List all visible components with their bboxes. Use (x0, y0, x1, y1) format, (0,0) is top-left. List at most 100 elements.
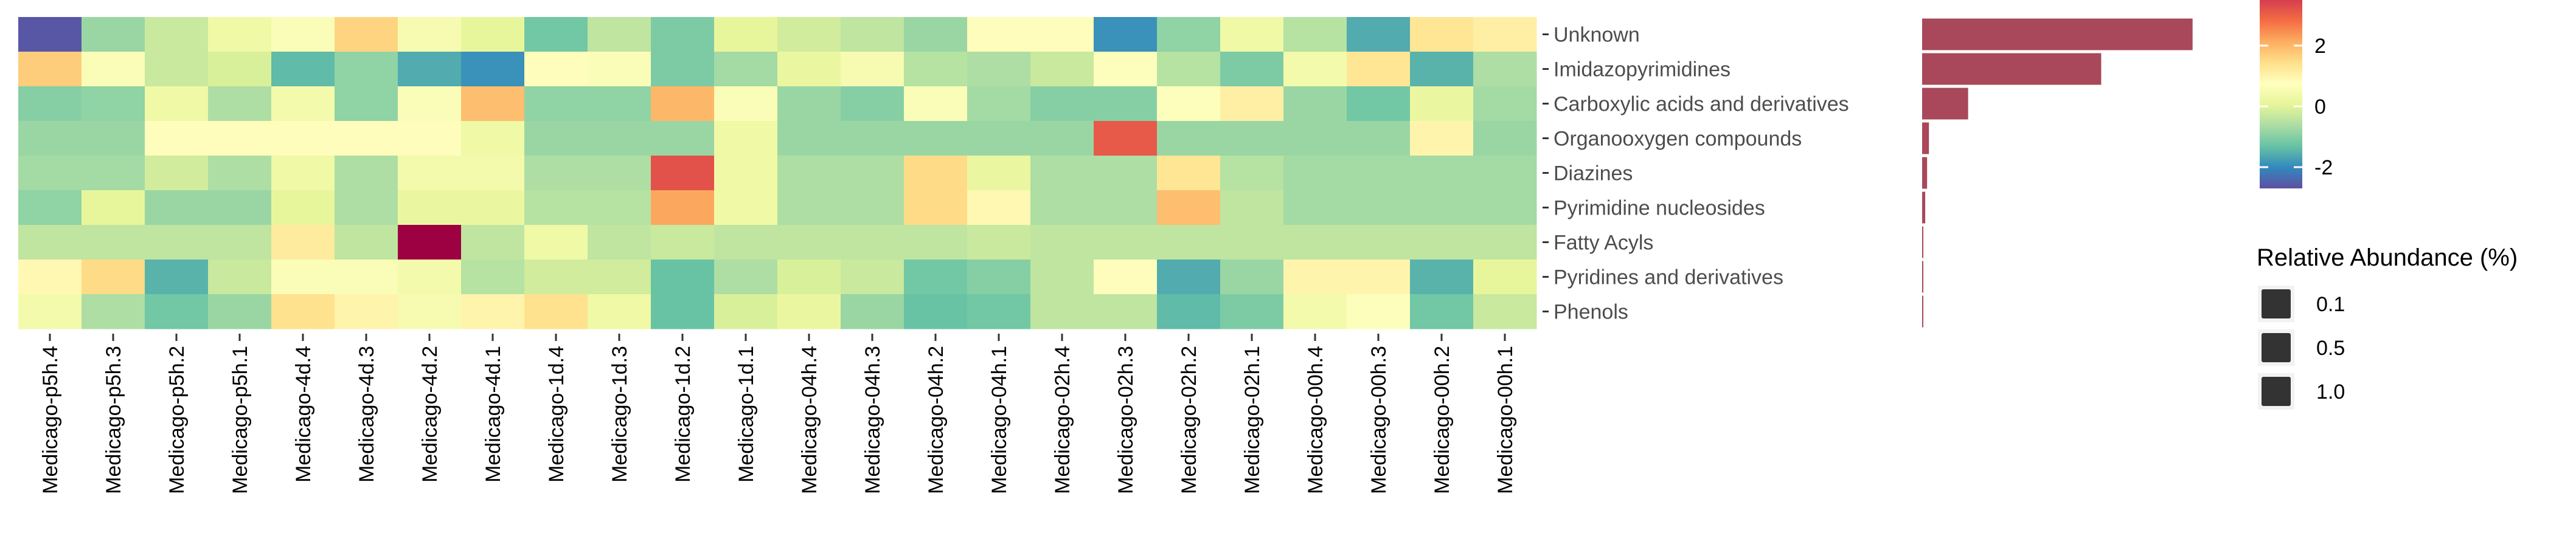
heatmap-cell (208, 121, 272, 156)
row-label: Organooxygen compounds (1554, 128, 1802, 151)
heatmap-cell (208, 156, 272, 191)
heatmap-cell (1094, 294, 1158, 329)
heatmap-cell (1094, 156, 1158, 191)
column-label: Medicago-00h.2 (1431, 346, 1454, 494)
heatmap-cell (841, 260, 904, 295)
bar (1922, 53, 2102, 85)
heatmap-cell (335, 86, 398, 122)
heatmap-cell (1283, 156, 1347, 191)
heatmap-cell (524, 294, 588, 329)
bar (1922, 191, 1926, 224)
heatmap-cell (904, 225, 968, 260)
size-legend-items: 0.1 0.5 1.0 (2258, 286, 2345, 410)
heatmap-cell (18, 156, 82, 191)
column-label: Medicago-02h.3 (1114, 346, 1137, 494)
heatmap-cell (588, 225, 651, 260)
heatmap-cell (18, 190, 82, 225)
heatmap-cell (524, 52, 588, 87)
heatmap-cell (398, 86, 462, 122)
heatmap-cell (271, 121, 335, 156)
column-label: Medicago-4d.2 (418, 346, 442, 483)
heatmap-cell (1410, 17, 1474, 52)
heatmap-cell (335, 260, 398, 295)
heatmap-cell (714, 190, 778, 225)
heatmap-cell (208, 52, 272, 87)
heatmap-cell (1347, 52, 1411, 87)
heatmap-cell (1157, 294, 1221, 329)
heatmap-cell (1220, 294, 1284, 329)
row-label: Pyrimidine nucleosides (1554, 197, 1765, 220)
heatmap-column-labels: Medicago-p5h.4 Medicago-p5h.3 Medicago-p5h… (39, 334, 1517, 494)
size-legend-key (2262, 289, 2291, 318)
column-label: Medicago-1d.1 (735, 346, 758, 483)
heatmap-cell (967, 225, 1031, 260)
heatmap-cell (461, 156, 525, 191)
heatmap-cell (714, 294, 778, 329)
heatmap-cell (651, 17, 715, 52)
heatmap-cell (398, 156, 462, 191)
heatmap-cell (1347, 17, 1411, 52)
heatmap-cell (904, 294, 968, 329)
bar (1922, 122, 1929, 154)
heatmap-cell (1473, 156, 1537, 191)
size-legend-label: 0.1 (2316, 293, 2345, 316)
heatmap-cell (1473, 190, 1537, 225)
heatmap-cell (145, 260, 209, 295)
heatmap-cell (967, 260, 1031, 295)
heatmap-cell (18, 260, 82, 295)
colorbar-tick-label: 0 (2314, 95, 2326, 119)
heatmap-cell (1473, 52, 1537, 87)
heatmap-cell (1030, 52, 1094, 87)
heatmap-cell (1410, 190, 1474, 225)
column-label: Medicago-00h.1 (1494, 346, 1517, 494)
heatmap-cell (588, 294, 651, 329)
heatmap-cell (841, 294, 904, 329)
heatmap-cell (1094, 121, 1158, 156)
heatmap-cell (1473, 294, 1537, 329)
heatmap-cell (1157, 52, 1221, 87)
size-legend-label: 1.0 (2316, 380, 2345, 404)
heatmap-cell (398, 121, 462, 156)
heatmap-cell (841, 121, 904, 156)
bar (1922, 226, 1923, 258)
heatmap-cell (588, 156, 651, 191)
heatmap-cell (904, 17, 968, 52)
column-label: Medicago-02h.1 (1241, 346, 1264, 494)
heatmap-cell (651, 260, 715, 295)
heatmap-cell (651, 52, 715, 87)
heatmap-cell (714, 86, 778, 122)
size-legend-title: Relative Abundance (%) (2257, 244, 2518, 271)
row-label: Carboxylic acids and derivatives (1554, 93, 1849, 116)
heatmap-cell (1347, 156, 1411, 191)
heatmap-cell (777, 190, 841, 225)
heatmap-cell (461, 86, 525, 122)
heatmap-cell (461, 121, 525, 156)
heatmap-cell (461, 52, 525, 87)
heatmap-cell (461, 225, 525, 260)
heatmap-cell (777, 121, 841, 156)
column-label: Medicago-1d.3 (608, 346, 631, 483)
heatmap-cell (588, 260, 651, 295)
bar-chart (1922, 18, 2193, 328)
heatmap-cell (398, 260, 462, 295)
heatmap-cell (967, 52, 1031, 87)
heatmap-cell (1220, 260, 1284, 295)
heatmap-cell (1410, 52, 1474, 87)
heatmap-cell (1030, 294, 1094, 329)
heatmap-cell (145, 190, 209, 225)
heatmap-cell (1030, 260, 1094, 295)
heatmap-cell (1410, 225, 1474, 260)
heatmap-cell (1283, 17, 1347, 52)
heatmap-cell (524, 190, 588, 225)
heatmap-cell (904, 121, 968, 156)
heatmap-cell (967, 294, 1031, 329)
heatmap-cell (271, 17, 335, 52)
heatmap-cell (1157, 190, 1221, 225)
heatmap-cell (967, 17, 1031, 52)
heatmap-cell (335, 121, 398, 156)
heatmap-cell (1473, 225, 1537, 260)
heatmap-cell (1220, 225, 1284, 260)
heatmap-cell (145, 294, 209, 329)
column-label: Medicago-p5h.1 (229, 346, 252, 494)
